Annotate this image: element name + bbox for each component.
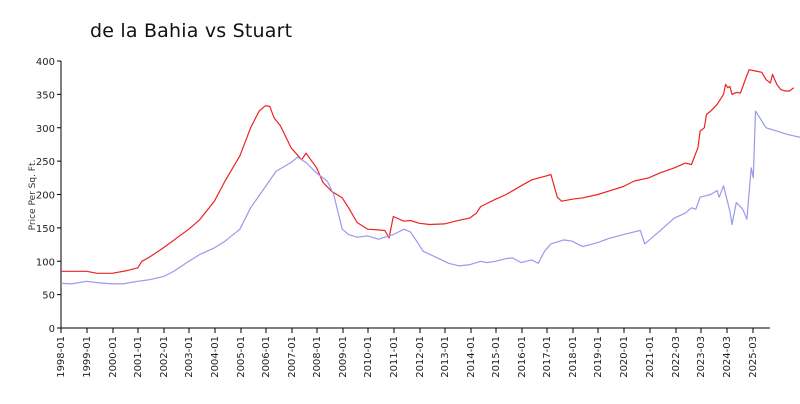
x-tick-label: 2011-01 xyxy=(389,336,400,378)
x-tick-label: 2023-03 xyxy=(696,336,707,378)
x-tick-label: 2004-01 xyxy=(210,336,221,378)
y-tick-label: 50 xyxy=(42,291,55,302)
y-tick-label: 250 xyxy=(36,157,55,168)
y-tick-label: 300 xyxy=(36,124,55,135)
x-tick-label: 2005-01 xyxy=(236,336,247,378)
y-tick-label: 400 xyxy=(36,57,55,68)
y-tick-label: 100 xyxy=(36,257,55,268)
x-tick-label: 2009-01 xyxy=(338,336,349,378)
red-series-line xyxy=(61,69,795,274)
x-tick-label: 2006-01 xyxy=(261,336,272,378)
x-tick-label: 2016-01 xyxy=(517,336,528,378)
x-tick-label: 2020-01 xyxy=(619,336,630,378)
x-tick-label: 2007-01 xyxy=(287,336,298,378)
x-tick-label: 2000-01 xyxy=(108,336,119,378)
x-tick-label: 2017-01 xyxy=(542,336,553,378)
x-tick-label: 2024-03 xyxy=(722,336,733,378)
x-tick-label: 2014-01 xyxy=(466,336,477,378)
x-tick-label: 2021-01 xyxy=(645,336,656,378)
x-tick-label: 2010-01 xyxy=(363,336,374,378)
y-tick-label: 350 xyxy=(36,90,55,101)
y-axis-label: Price Per Sq. Ft. xyxy=(28,160,38,231)
series-layer xyxy=(60,69,800,285)
x-tick-label: 2018-01 xyxy=(568,336,579,378)
chart-title: de la Bahia vs Stuart xyxy=(90,20,293,42)
y-tick-label: 200 xyxy=(36,191,55,202)
x-tick-label: 1999-01 xyxy=(82,336,93,378)
y-tick-label: 150 xyxy=(36,224,55,235)
x-tick-label: 2002-01 xyxy=(159,336,170,378)
x-tick-label: 2013-01 xyxy=(440,336,451,378)
x-tick-label: 2019-01 xyxy=(593,336,604,378)
x-tick-label: 2008-01 xyxy=(312,336,323,378)
x-tick-label: 2015-01 xyxy=(491,336,502,378)
x-tick-label: 2025-03 xyxy=(748,336,759,378)
x-tick-label: 2022-03 xyxy=(671,336,682,378)
blue-series-line xyxy=(60,110,800,285)
x-tick-label: 2003-01 xyxy=(184,336,195,378)
y-tick-label: 0 xyxy=(49,324,55,335)
x-tick-label: 2001-01 xyxy=(133,336,144,378)
axes-layer: 0 50 100 150 200 250 300 350 400 1998-01 1999-01 20… xyxy=(36,57,770,378)
x-tick-label: 1998-01 xyxy=(56,336,67,378)
x-tick-label: 2012-01 xyxy=(415,336,426,378)
